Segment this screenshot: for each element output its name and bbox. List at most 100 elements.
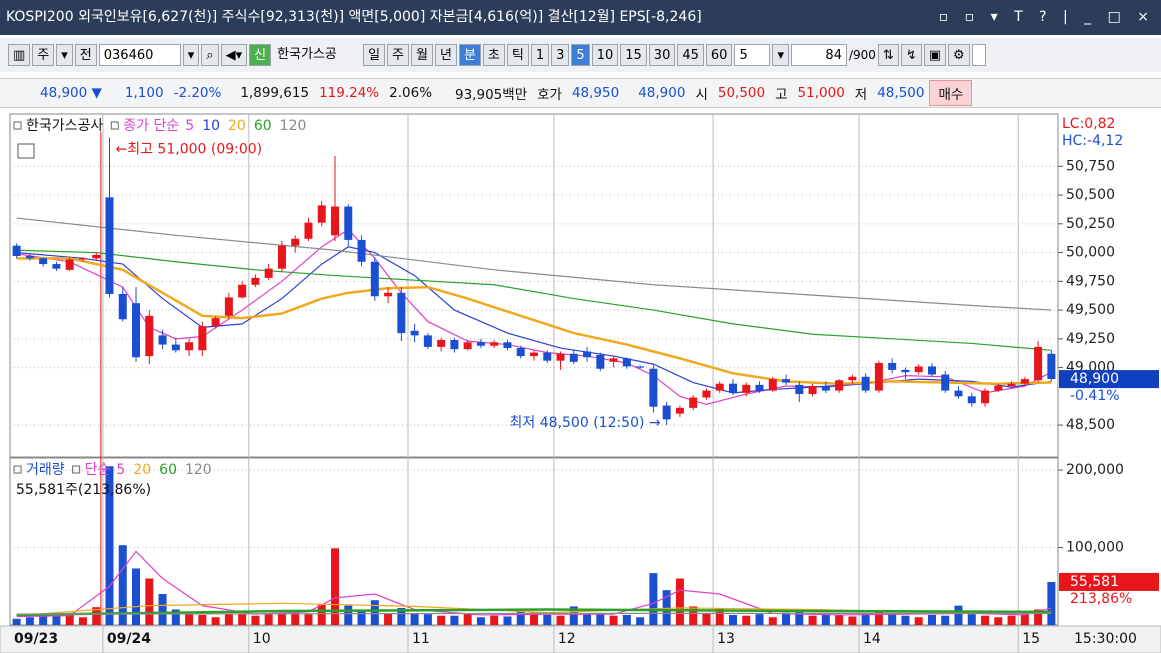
candle-body [185, 342, 194, 351]
search[interactable]: ⌕ [201, 44, 219, 66]
buy-button[interactable]: 매수 [929, 80, 973, 106]
legend-entry: 5 [185, 118, 194, 134]
sound[interactable]: ◀▾ [220, 44, 248, 66]
y-tick-label: 50,750 [1066, 158, 1115, 174]
candle-body [171, 344, 180, 351]
candle-body [1034, 346, 1043, 381]
candle-body [476, 342, 485, 346]
dropdown[interactable]: ▾ [772, 44, 789, 66]
interval-button[interactable]: 60 [705, 44, 733, 66]
tool-icon[interactable]: ⚙ [948, 44, 970, 66]
interval-button[interactable]: 10 [591, 44, 619, 66]
period-button[interactable]: 년 [434, 44, 457, 66]
volume-bar [702, 613, 711, 625]
ma-line [16, 612, 1052, 615]
candle-body [556, 353, 565, 361]
volume-bar [530, 612, 538, 625]
x-tick-label: 13 [717, 631, 735, 647]
code-input[interactable]: 036460 [98, 44, 181, 66]
dropdown[interactable]: ▾ [56, 44, 73, 66]
tool-icon[interactable]: ⇅ [877, 44, 899, 66]
candle-body [1047, 353, 1056, 380]
x-tick-label: 11 [412, 631, 430, 647]
volume-bar [649, 573, 658, 625]
candle-body [503, 342, 512, 349]
y-tick-label: 200,000 [1066, 462, 1124, 478]
candle-body [12, 245, 21, 257]
period-button[interactable]: 틱 [506, 44, 529, 66]
interval-button[interactable]: 5 [571, 44, 590, 66]
legend-box [13, 465, 22, 474]
period-button[interactable]: 일 [363, 44, 386, 66]
period-button[interactable]: 주 [387, 44, 410, 66]
interval-button[interactable]: 1 [530, 44, 550, 66]
candle-body [211, 318, 220, 327]
candle-body [914, 366, 923, 373]
candle-body [981, 390, 990, 404]
candle-body [954, 390, 963, 397]
volume-bar [12, 618, 21, 625]
tool-icon[interactable]: ↯ [900, 44, 922, 66]
period-button[interactable]: 초 [482, 44, 505, 66]
candle-body [251, 277, 260, 285]
volume-bar [211, 617, 220, 625]
count-total: /900 [848, 48, 876, 62]
interval-button[interactable]: 30 [648, 44, 676, 66]
interval-button[interactable]: 15 [620, 44, 647, 66]
toolbar-item[interactable]: 주 [32, 44, 55, 66]
title-bar: KOSPI200 외국인보유[6,627(천)] 주식수[92,313(천)] … [0, 0, 1161, 35]
checkbox[interactable] [971, 44, 986, 66]
toolbar-item[interactable]: 전 [74, 44, 97, 66]
ma-line [16, 228, 1052, 406]
period-button[interactable]: 분 [458, 44, 481, 66]
legend-entry: 10 [202, 118, 220, 134]
y-tick-label: 100,000 [1066, 540, 1124, 556]
candle-body [1020, 379, 1029, 384]
volume-bar [331, 548, 340, 625]
menu-icon[interactable]: ▥ [8, 44, 31, 66]
candle-body [78, 258, 87, 260]
volume-bar [636, 617, 645, 625]
window-icons[interactable]: ▫ ▫ ▾ T ? | _ □ × [938, 9, 1155, 25]
volume-bar [874, 611, 883, 625]
change: 1,100 [124, 85, 164, 101]
volume-bar [423, 614, 432, 625]
toolbar-item[interactable]: 신 [249, 44, 272, 66]
volume-bar [967, 614, 976, 625]
volume-bar [118, 545, 127, 625]
x-tick-label: 14 [863, 631, 881, 647]
ask: 48,950 [571, 85, 620, 101]
candle-body [410, 330, 419, 336]
interval-input[interactable]: 5 [734, 44, 771, 66]
y-tick-label: 50,000 [1066, 245, 1115, 261]
volume-bar [25, 617, 34, 625]
dropdown[interactable]: ▾ [182, 44, 200, 66]
candle-body [145, 315, 154, 357]
y-tick-label: 49,250 [1066, 331, 1115, 347]
candle-body [583, 351, 592, 358]
candle-body [52, 264, 61, 269]
volume-bar [556, 615, 565, 625]
volume-bar [728, 614, 737, 625]
volume-bar [384, 613, 393, 625]
volume-badge: 55,581 [1070, 574, 1119, 590]
period-button[interactable]: 월 [411, 44, 433, 66]
y-tick-label: 49,750 [1066, 273, 1115, 289]
volume-bar [954, 605, 963, 625]
interval-button[interactable]: 3 [551, 44, 570, 66]
candle-body [543, 352, 552, 361]
volume-bar [185, 613, 194, 625]
title-text: KOSPI200 외국인보유[6,627(천)] 주식수[92,313(천)] … [6, 9, 702, 25]
indicator: HC:-4,12 [1062, 133, 1123, 149]
high-price: 51,000 [797, 85, 845, 101]
candle-body [835, 380, 844, 391]
volume-badge-bg [1059, 572, 1159, 591]
legend-entry: 120 [280, 118, 307, 134]
interval-button[interactable]: 45 [677, 44, 704, 66]
tool-icon[interactable]: ▣ [923, 44, 947, 66]
count-input[interactable]: 84 [790, 44, 847, 66]
volume-bar [782, 612, 791, 625]
volume-bar [105, 466, 114, 625]
price-badge-bg [1059, 370, 1159, 389]
volume-bar [795, 609, 804, 625]
